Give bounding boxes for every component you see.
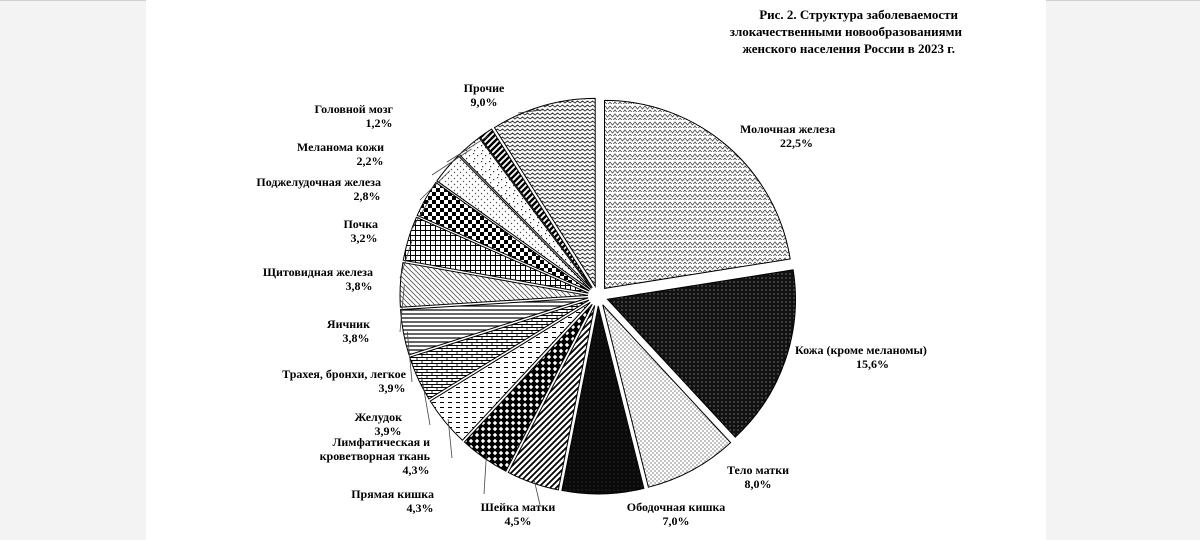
slice-value-label: 4,5% bbox=[505, 514, 532, 528]
slice-label: Шейка матки bbox=[481, 500, 556, 514]
slice-value-label: 7,0% bbox=[663, 514, 690, 528]
slice-label: Желудок bbox=[354, 410, 402, 424]
chart-title-line: Рис. 2. Структура заболеваемости bbox=[759, 7, 958, 22]
slice-label: Тело матки bbox=[727, 463, 789, 477]
pie-slice bbox=[400, 297, 589, 356]
slice-value-label: 3,8% bbox=[346, 279, 373, 293]
leader-lines bbox=[399, 109, 544, 506]
pie-slice bbox=[479, 128, 593, 289]
slice-value-label: 15,6% bbox=[856, 357, 889, 371]
pie-slice bbox=[429, 301, 591, 441]
slice-value-label: 3,9% bbox=[375, 424, 402, 438]
leader-line bbox=[409, 200, 430, 233]
slice-label: Ободочная кишка bbox=[627, 500, 725, 514]
slice-label: Лимфатическая и кроветворная ткань bbox=[320, 435, 431, 463]
slice-value-label: 8,0% bbox=[745, 477, 772, 491]
chart-title-line: женского населения России в 2023 г. bbox=[742, 41, 955, 56]
leader-line bbox=[517, 109, 544, 114]
leader-line bbox=[419, 170, 451, 201]
leader-line bbox=[406, 331, 413, 383]
pie-slices bbox=[399, 97, 796, 495]
slice-value-label: 2,8% bbox=[354, 189, 381, 203]
pie-slice bbox=[561, 305, 645, 495]
slice-value-label: 4,3% bbox=[403, 463, 430, 477]
leader-line bbox=[446, 135, 489, 163]
slice-value-label: 3,8% bbox=[343, 331, 370, 345]
leader-line bbox=[483, 454, 487, 495]
slice-label: Головной мозг bbox=[315, 102, 394, 116]
slice-value-label: 22,5% bbox=[780, 136, 813, 150]
leader-line bbox=[421, 376, 431, 426]
pie-slice bbox=[603, 99, 791, 289]
slice-label: Трахея, бронхи, легкое bbox=[282, 367, 407, 381]
leader-line bbox=[431, 148, 472, 176]
slice-value-label: 4,3% bbox=[407, 501, 434, 515]
pie-slice bbox=[399, 261, 589, 308]
pie-slice bbox=[463, 303, 593, 472]
leader-line bbox=[533, 479, 541, 506]
pie-slice bbox=[436, 155, 591, 290]
slice-label: Молочная железа bbox=[740, 122, 835, 136]
slice-value-label: 3,9% bbox=[379, 381, 406, 395]
leader-line bbox=[399, 239, 413, 279]
pie-slice bbox=[416, 181, 590, 292]
slice-label: Яичник bbox=[327, 317, 370, 331]
slice-label: Прямая кишка bbox=[351, 487, 434, 501]
pie-slice bbox=[507, 305, 596, 491]
slice-label: Прочие bbox=[464, 81, 505, 95]
slice-value-label: 2,2% bbox=[357, 154, 384, 168]
slice-value-label: 9,0% bbox=[471, 95, 498, 109]
chart-title: Рис. 2. Структура заболеваемости злокачес… bbox=[730, 7, 963, 56]
leader-line bbox=[447, 419, 453, 459]
slice-label: Поджелудочная железа bbox=[256, 175, 381, 189]
slice-label: Почка bbox=[343, 217, 378, 231]
slice-value-label: 3,2% bbox=[351, 231, 378, 245]
leader-line bbox=[399, 284, 405, 333]
pie-slice bbox=[606, 269, 796, 438]
slice-label: Меланома кожи bbox=[297, 140, 384, 154]
chart-title-line: злокачественными новообразованиями bbox=[730, 24, 963, 39]
pie-slice bbox=[402, 216, 589, 294]
pie-slice bbox=[602, 304, 732, 488]
slice-label: Кожа (кроме меланомы) bbox=[795, 343, 927, 357]
pie-slice bbox=[493, 97, 596, 289]
slice-label: Щитовидная железа bbox=[263, 265, 373, 279]
slice-value-label: 1,2% bbox=[366, 116, 393, 130]
